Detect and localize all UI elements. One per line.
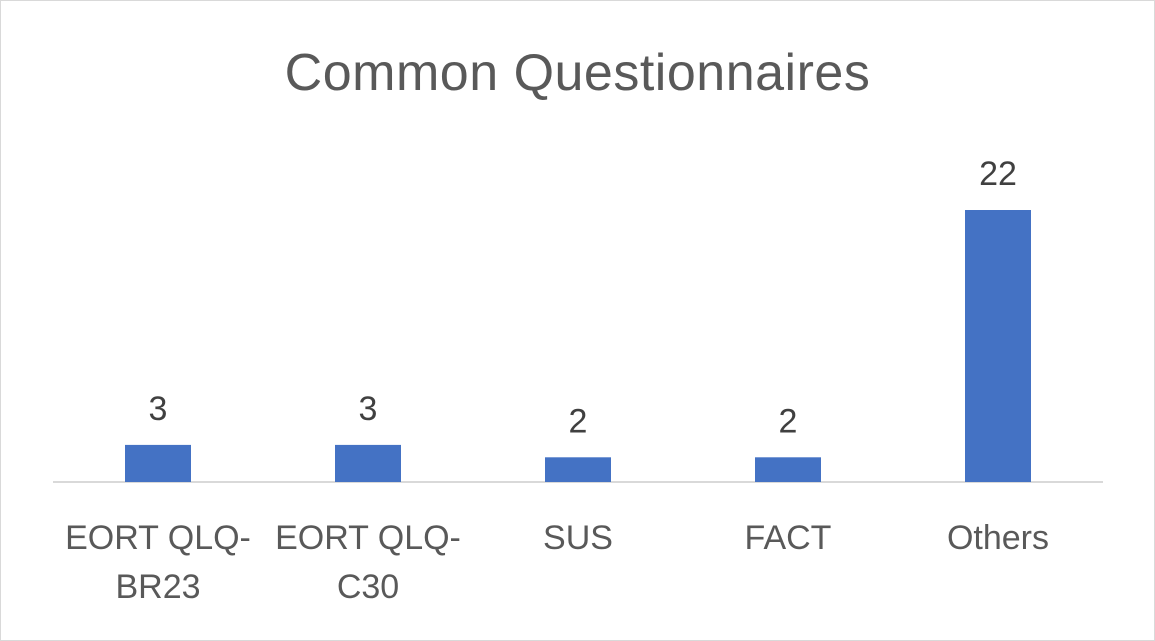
- category-tick-label-line: FACT: [745, 519, 832, 557]
- data-label: 3: [359, 390, 378, 428]
- bar: [545, 457, 611, 482]
- bar: [125, 444, 191, 482]
- bar: [965, 210, 1031, 482]
- data-label: 2: [779, 402, 798, 440]
- category-tick-label: EORT QLQ- BR23: [65, 519, 251, 606]
- data-label: 3: [149, 390, 168, 428]
- category-tick-label-line: EORT QLQ-: [65, 519, 251, 557]
- category-tick-label: SUS: [543, 519, 613, 557]
- category-tick-label: Others: [947, 519, 1049, 557]
- bar: [335, 444, 401, 482]
- category-tick-label-line: Others: [947, 519, 1049, 557]
- data-label: 2: [569, 402, 588, 440]
- bar: [755, 457, 821, 482]
- category-tick-label: FACT: [745, 519, 832, 557]
- category-tick-label-line: EORT QLQ-: [275, 519, 461, 557]
- category-tick-label: EORT QLQ- C30: [275, 519, 461, 606]
- category-tick-label-line: BR23: [115, 568, 200, 606]
- category-tick-label-line: C30: [337, 568, 399, 606]
- category-tick-label-line: SUS: [543, 519, 613, 557]
- data-label: 22: [979, 155, 1017, 193]
- chart-title: Common Questionnaires: [284, 44, 871, 102]
